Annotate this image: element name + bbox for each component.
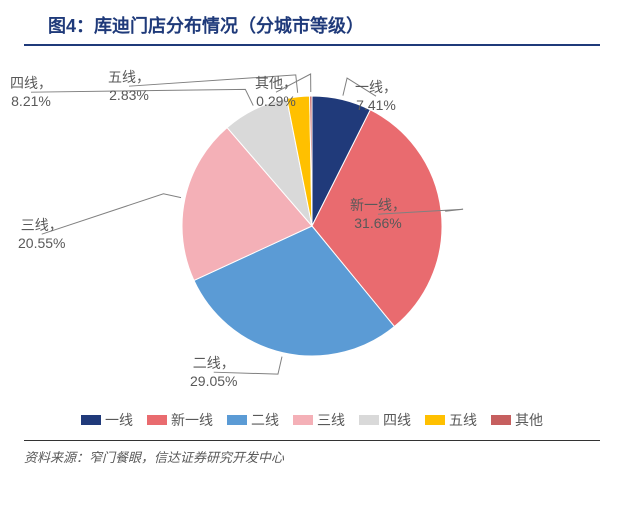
chart-legend: 一线 新一线 二线 三线 四线 五线 其他 — [0, 406, 624, 440]
chart-title: 图4：库迪门店分布情况（分城市等级） — [48, 12, 576, 38]
pie-chart — [172, 86, 452, 366]
legend-item: 三线 — [293, 410, 345, 430]
legend-swatch — [425, 415, 445, 425]
legend-label: 五线 — [449, 410, 477, 430]
chart-footer: 资料来源：窄门餐眼，信达证券研究开发中心 — [24, 440, 600, 466]
legend-swatch — [491, 415, 511, 425]
slice-label: 五线，2.83% — [108, 68, 150, 104]
slice-label: 三线，20.55% — [18, 216, 65, 252]
legend-label: 二线 — [251, 410, 279, 430]
pie-chart-container: 一线，7.41% 新一线，31.66% 二线，29.05% 三线，20.55% 四线，8… — [0, 46, 624, 406]
legend-label: 新一线 — [171, 410, 213, 430]
legend-item: 二线 — [227, 410, 279, 430]
slice-label: 其他，0.29% — [255, 74, 297, 110]
legend-item: 四线 — [359, 410, 411, 430]
legend-item: 新一线 — [147, 410, 213, 430]
slice-label: 四线，8.21% — [10, 74, 52, 110]
legend-swatch — [227, 415, 247, 425]
legend-swatch — [81, 415, 101, 425]
legend-swatch — [293, 415, 313, 425]
legend-swatch — [147, 415, 167, 425]
chart-title-bar: 图4：库迪门店分布情况（分城市等级） — [24, 0, 600, 46]
legend-item: 其他 — [491, 410, 543, 430]
pie-svg — [172, 86, 452, 366]
legend-label: 其他 — [515, 410, 543, 430]
legend-swatch — [359, 415, 379, 425]
legend-label: 三线 — [317, 410, 345, 430]
legend-item: 一线 — [81, 410, 133, 430]
slice-label: 新一线，31.66% — [350, 196, 406, 232]
slice-label: 二线，29.05% — [190, 354, 237, 390]
slice-label: 一线，7.41% — [355, 78, 397, 114]
legend-label: 四线 — [383, 410, 411, 430]
legend-item: 五线 — [425, 410, 477, 430]
legend-label: 一线 — [105, 410, 133, 430]
